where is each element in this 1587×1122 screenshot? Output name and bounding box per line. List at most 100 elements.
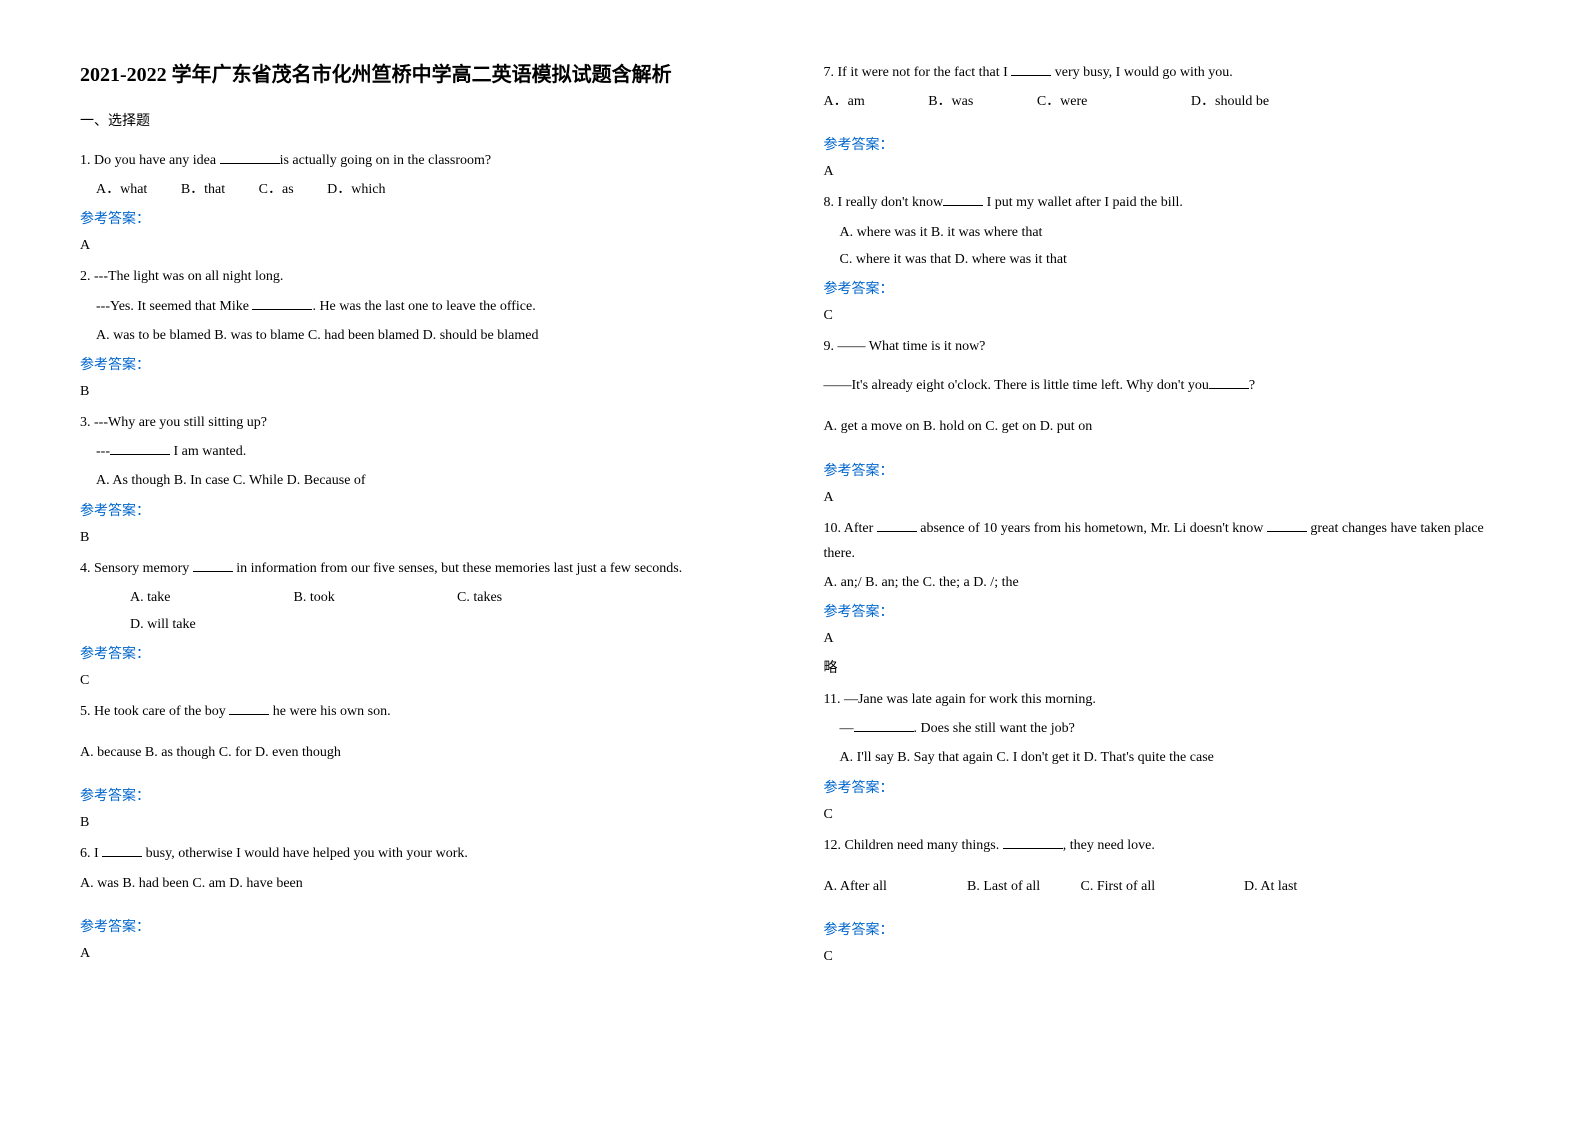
q7-after: very busy, I would go with you. <box>1051 65 1232 80</box>
blank <box>110 441 170 455</box>
option-c: C. takes <box>457 585 502 610</box>
blank <box>1209 375 1249 389</box>
blank <box>220 150 280 164</box>
q4-text: 4. Sensory memory in information from ou… <box>80 556 764 581</box>
question-text: 1. Do you have any idea is actually goin… <box>80 148 764 173</box>
blank <box>193 558 233 572</box>
blank <box>854 718 914 732</box>
q6-text: 6. I busy, otherwise I would have helped… <box>80 841 764 866</box>
options: A. After all B. Last of all C. First of … <box>824 874 1508 899</box>
question-7: 7. If it were not for the fact that I ve… <box>824 60 1508 114</box>
answer-label: 参考答案： <box>824 919 1508 939</box>
q1-before: 1. Do you have any idea <box>80 153 220 168</box>
section-heading: 一、选择题 <box>80 110 764 130</box>
question-12: 12. Children need many things. , they ne… <box>824 833 1508 899</box>
answer-label: 参考答案： <box>824 777 1508 797</box>
answer-label: 参考答案： <box>80 785 764 805</box>
options: A. was B. had been C. am D. have been <box>80 871 764 896</box>
q10-text: 10. After absence of 10 years from his h… <box>824 516 1508 566</box>
q2-before: ---Yes. It seemed that Mike <box>96 299 252 314</box>
q2-line1: 2. ---The light was on all night long. <box>80 264 764 289</box>
answer-label: 参考答案： <box>80 500 764 520</box>
option-c: C．were <box>1037 89 1088 114</box>
answer-label: 参考答案： <box>80 916 764 936</box>
question-6: 6. I busy, otherwise I would have helped… <box>80 841 764 895</box>
options: A．what B．that C．as D．which <box>80 177 764 202</box>
answer-label: 参考答案： <box>80 354 764 374</box>
options: A. was to be blamed B. was to blame C. h… <box>80 323 764 348</box>
q2-after: . He was the last one to leave the offic… <box>312 299 535 314</box>
options: A. As though B. In case C. While D. Beca… <box>80 468 764 493</box>
question-1: 1. Do you have any idea is actually goin… <box>80 148 764 202</box>
q9-after: ? <box>1249 378 1255 393</box>
option-a: A. After all <box>824 874 964 899</box>
answer-value: C <box>824 308 1508 324</box>
q8-after: I put my wallet after I paid the bill. <box>983 195 1183 210</box>
q11-line2: — . Does she still want the job? <box>824 716 1508 741</box>
answer-value: C <box>824 807 1508 823</box>
q11-line1: 11. —Jane was late again for work this m… <box>824 687 1508 712</box>
option-b: B. took <box>294 585 454 610</box>
blank <box>1011 62 1051 76</box>
question-11: 11. —Jane was late again for work this m… <box>824 687 1508 771</box>
right-column: 7. If it were not for the fact that I ve… <box>824 60 1508 975</box>
answer-value: A <box>80 238 764 254</box>
option-b: B．that <box>181 177 225 202</box>
answer-label: 参考答案： <box>824 460 1508 480</box>
option-d: D. At last <box>1244 874 1297 899</box>
q8-text: 8. I really don't know I put my wallet a… <box>824 190 1508 215</box>
options: A. an;/ B. an; the C. the; a D. /; the <box>824 570 1508 595</box>
answer-value: B <box>80 530 764 546</box>
answer-label: 参考答案： <box>824 601 1508 621</box>
blank <box>229 701 269 715</box>
option-a: A．am <box>824 89 865 114</box>
options: A. I'll say B. Say that again C. I don't… <box>824 745 1508 770</box>
option-d: D. will take <box>130 617 196 632</box>
blank <box>877 518 917 532</box>
question-2: 2. ---The light was on all night long. -… <box>80 264 764 348</box>
options-row1: A. where was it B. it was where that <box>824 220 1508 245</box>
q11-before: — <box>840 721 854 736</box>
answer-value: A <box>80 946 764 962</box>
option-c: C. First of all <box>1081 874 1241 899</box>
option-c: C．as <box>259 177 294 202</box>
q7-before: 7. If it were not for the fact that I <box>824 65 1012 80</box>
blank <box>102 843 142 857</box>
answer-label: 参考答案： <box>80 643 764 663</box>
q12-after: , they need love. <box>1063 838 1155 853</box>
q5-text: 5. He took care of the boy he were his o… <box>80 699 764 724</box>
question-10: 10. After absence of 10 years from his h… <box>824 516 1508 596</box>
answer-value: B <box>80 815 764 831</box>
options: A. get a move on B. hold on C. get on D.… <box>824 414 1508 439</box>
option-d: D．which <box>327 177 385 202</box>
q9-before: ——It's already eight o'clock. There is l… <box>824 378 1209 393</box>
question-9: 9. —— What time is it now? ——It's alread… <box>824 334 1508 440</box>
q11-after: . Does she still want the job? <box>914 721 1075 736</box>
blank <box>1003 835 1063 849</box>
answer-value: C <box>80 673 764 689</box>
q10-mid: absence of 10 years from his hometown, M… <box>917 521 1267 536</box>
answer-value: A <box>824 490 1508 506</box>
q4-before: 4. Sensory memory <box>80 561 193 576</box>
q10-before: 10. After <box>824 521 877 536</box>
q3-line1: 3. ---Why are you still sitting up? <box>80 410 764 435</box>
option-a: A. take <box>130 585 290 610</box>
options: A．am B．was C．were D．should be <box>824 89 1508 114</box>
q9-line1: 9. —— What time is it now? <box>824 334 1508 359</box>
options-row2: C. where it was that D. where was it tha… <box>824 247 1508 272</box>
blank <box>1267 518 1307 532</box>
answer-note: 略 <box>824 657 1508 677</box>
option-a: A．what <box>96 177 147 202</box>
answer-value: A <box>824 164 1508 180</box>
question-8: 8. I really don't know I put my wallet a… <box>824 190 1508 272</box>
page-container: 2021-2022 学年广东省茂名市化州笪桥中学高二英语模拟试题含解析 一、选择… <box>80 60 1507 975</box>
q5-before: 5. He took care of the boy <box>80 704 229 719</box>
option-d: D．should be <box>1191 89 1269 114</box>
left-column: 2021-2022 学年广东省茂名市化州笪桥中学高二英语模拟试题含解析 一、选择… <box>80 60 764 975</box>
option-b: B. Last of all <box>967 874 1077 899</box>
q3-before: --- <box>96 444 110 459</box>
q3-line2: --- I am wanted. <box>80 439 764 464</box>
question-4: 4. Sensory memory in information from ou… <box>80 556 764 638</box>
answer-label: 参考答案： <box>80 208 764 228</box>
q4-after: in information from our five senses, but… <box>233 561 682 576</box>
